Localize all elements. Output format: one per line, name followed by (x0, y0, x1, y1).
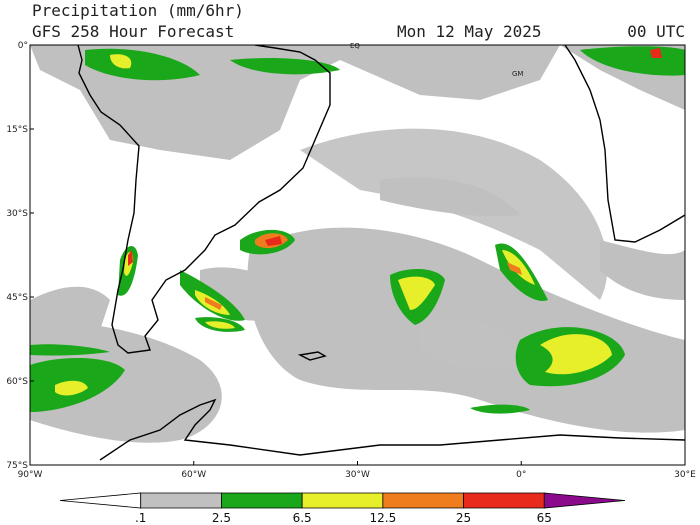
lon-label: 60°W (181, 470, 206, 480)
colorbar-segment (221, 492, 303, 509)
lon-label: 30°E (674, 470, 696, 480)
colorbar-label: 6.5 (293, 511, 312, 525)
lon-label: 30°W (345, 470, 370, 480)
map-label: GM (512, 70, 523, 78)
colorbar: .1 2.5 6.5 12.5 25 65 (59, 492, 626, 525)
lat-label: 75°S (6, 461, 28, 471)
time: 00 UTC (627, 22, 685, 41)
coastlines (77, 45, 685, 461)
colorbar-label: 12.5 (369, 511, 396, 525)
lat-label: 15°S (6, 125, 28, 135)
heavy-precip (30, 46, 685, 414)
lat-label: 0° (18, 41, 28, 51)
map-label: EQ (350, 42, 360, 50)
subtitle: GFS 258 Hour Forecast (32, 22, 234, 41)
title: Precipitation (mm/6hr) (32, 1, 244, 20)
date: Mon 12 May 2025 (397, 22, 542, 41)
lat-label: 30°S (6, 209, 28, 219)
lat-label: 45°S (6, 293, 28, 303)
colorbar-segment (59, 492, 142, 509)
colorbar-label: .1 (135, 511, 146, 525)
map-area: EQ GM (29, 42, 686, 466)
colorbar-segment (140, 492, 222, 509)
colorbar-segment (543, 492, 626, 509)
colorbar-segment (301, 492, 384, 509)
lat-label: 60°S (6, 377, 28, 387)
lon-label: 0° (516, 470, 526, 480)
colorbar-label: 2.5 (212, 511, 231, 525)
colorbar-segment (382, 492, 464, 509)
colorbar-segment (463, 492, 545, 509)
colorbar-label: 65 (537, 511, 552, 525)
lon-label: 90°W (18, 470, 43, 480)
colorbar-label: 25 (456, 511, 471, 525)
